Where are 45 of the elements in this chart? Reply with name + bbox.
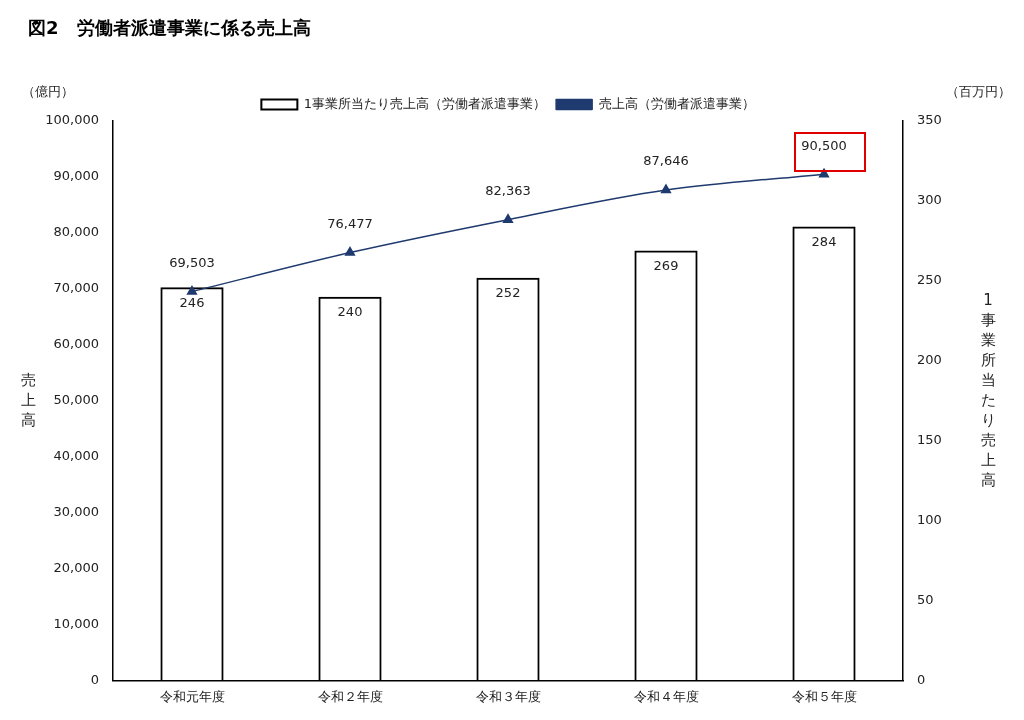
text: （億円） [22, 84, 74, 100]
y-tick-label: 70,000 [53, 280, 99, 296]
y2-tick-label: 150 [917, 432, 942, 448]
data-label: 240 [337, 304, 363, 320]
x-tick-label: 令和３年度 [475, 688, 541, 704]
y-tick-label: 60,000 [53, 336, 99, 352]
data-label: 246 [179, 294, 205, 310]
y-tick-label: 90,000 [53, 168, 99, 184]
y-tick-label: 0 [90, 671, 99, 687]
data-label: 90,500 [801, 137, 847, 153]
y2-tick-label: 350 [917, 112, 942, 128]
y2-tick-label: 50 [917, 591, 934, 607]
data-label: 69,503 [169, 254, 215, 270]
y-tick-label: 10,000 [53, 615, 99, 631]
data-label: 284 [811, 233, 837, 249]
data-label: 76,477 [327, 215, 373, 231]
x-tick-label: 令和元年度 [159, 688, 225, 704]
data-label: 252 [495, 285, 521, 301]
y2-tick-label: 0 [917, 671, 926, 687]
y-tick-label: 100,000 [45, 112, 99, 128]
text: （百万円） [945, 84, 1011, 100]
legend-label: 売上高（労働者派遣事業） [598, 95, 755, 111]
y-tick-label: 30,000 [53, 503, 99, 519]
chart-title: 図2 労働者派遣事業に係る売上高 [27, 16, 312, 40]
x-tick-label: 令和２年度 [317, 688, 383, 704]
point [344, 246, 356, 256]
y-tick-label: 50,000 [53, 392, 99, 408]
x-tick-label: 令和５年度 [791, 688, 857, 704]
text: 1事業所当たり売上高 [980, 290, 996, 489]
y2-tick-label: 250 [917, 272, 942, 288]
y-tick-label: 40,000 [53, 448, 99, 464]
data-label: 269 [653, 257, 679, 273]
point [186, 285, 198, 295]
point [502, 213, 514, 223]
point [660, 184, 672, 194]
legend-label: 1事業所当たり売上高（労働者派遣事業） [303, 95, 547, 111]
y2-tick-label: 200 [917, 352, 942, 368]
y-tick-label: 20,000 [53, 559, 99, 575]
data-label: 87,646 [643, 153, 689, 169]
y-tick-label: 80,000 [53, 224, 99, 240]
y2-tick-label: 100 [917, 511, 942, 527]
x-tick-label: 令和４年度 [633, 688, 699, 704]
data-label: 82,363 [485, 183, 531, 199]
y-axis-title: 売上高 [20, 370, 36, 429]
y2-tick-label: 300 [917, 192, 942, 208]
